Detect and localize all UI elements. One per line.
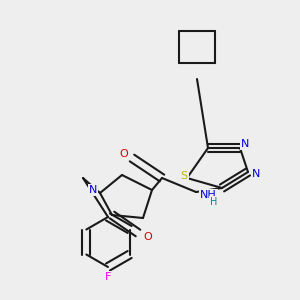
Text: O: O	[120, 149, 128, 159]
Text: N: N	[89, 185, 97, 195]
Text: N: N	[241, 139, 249, 149]
Text: F: F	[105, 272, 111, 282]
Text: NH: NH	[200, 190, 217, 200]
Text: N: N	[252, 169, 260, 179]
Text: H: H	[210, 197, 218, 207]
Text: O: O	[144, 232, 152, 242]
Text: S: S	[180, 171, 188, 181]
